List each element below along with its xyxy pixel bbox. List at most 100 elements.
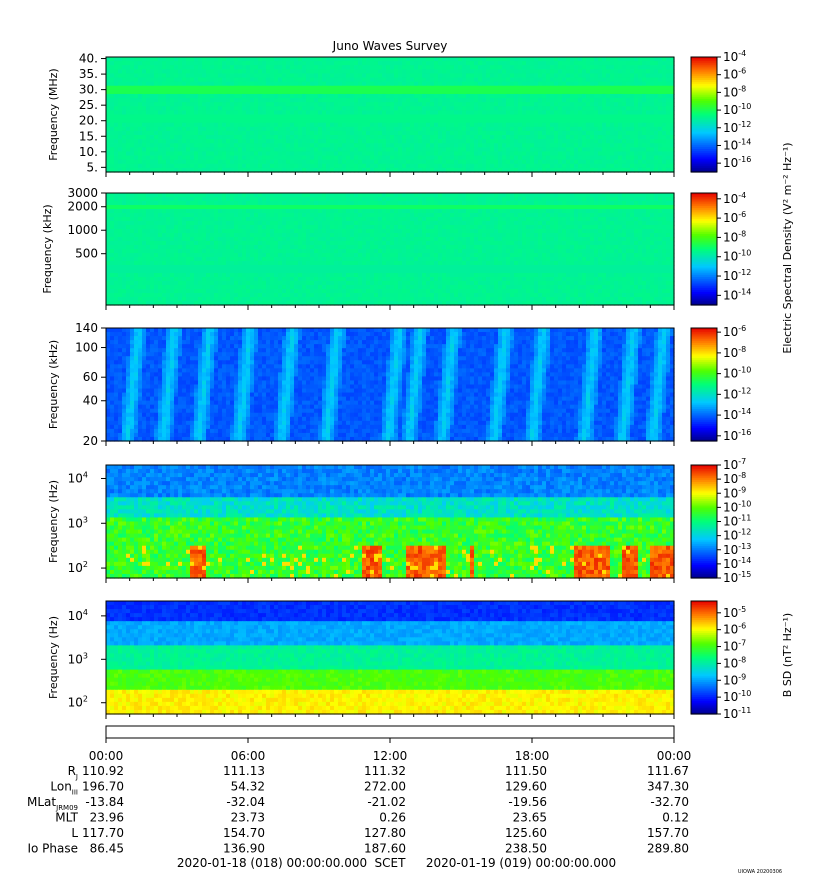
ephemeris-value: 272.00 <box>364 780 406 794</box>
colorbar-p1: 10-4 10-6 10-8 10-10 10-12 10-14 10-16 <box>690 49 751 173</box>
time-tick-label: 00:00 <box>657 749 692 763</box>
y-tick-label: 103 <box>68 651 88 666</box>
colorbar-tick-label: 10-14 <box>723 407 751 422</box>
y-tick-label: 30. <box>79 83 98 97</box>
ephemeris-value: 136.90 <box>223 842 265 856</box>
ephemeris-value: 111.50 <box>505 764 547 778</box>
ephemeris-value: 23.73 <box>231 811 265 825</box>
colorbar-tick-label: 10-14 <box>723 287 751 302</box>
ephemeris-value: 289.80 <box>647 842 689 856</box>
colorbar-tick-label: 10-8 <box>723 84 746 99</box>
time-tick-label: 18:00 <box>515 749 550 763</box>
y-tick-label: 10. <box>79 145 98 159</box>
colorbar-tick-label: 10-12 <box>723 268 751 283</box>
ephemeris-value: -19.56 <box>508 795 547 809</box>
ephemeris-label: MLT <box>55 811 78 825</box>
y-tick-label: 5. <box>87 160 98 174</box>
y-tick-label: 2000 <box>67 200 98 214</box>
start-time: 2020-01-18 (018) 00:00:00.000 <box>177 856 367 870</box>
colorbar-p5: 10-5 10-6 10-710-8 10-9 10-10 10-11 <box>690 600 751 721</box>
ephemeris-label: RJ <box>68 764 78 781</box>
colorbar-tick-label: 10-4 <box>723 191 746 206</box>
y-tick-label: 104 <box>68 608 88 623</box>
ephemeris-value: 86.45 <box>90 842 124 856</box>
colorbar-tick-label: 10-12 <box>723 528 751 543</box>
ephemeris-value: -32.70 <box>650 795 689 809</box>
colorbar-p2: 10-4 10-6 10-8 10-10 10-12 10-14 <box>690 191 751 306</box>
chart-title: Juno Waves Survey <box>332 39 448 53</box>
spectrogram-image <box>106 193 675 306</box>
ephemeris-value: 0.26 <box>379 811 406 825</box>
ephemeris-value: 125.60 <box>505 826 547 840</box>
y-axis-label: Frequency (MHz) <box>47 68 60 160</box>
panel-p3: 140 100 60 40 20 Frequency (kHz) 10-6 10-8 10-10… <box>47 321 751 448</box>
time-tick-label: 12:00 <box>373 749 408 763</box>
colorbar-tick-label: 10-12 <box>723 120 751 135</box>
y-tick-label: 20. <box>79 114 98 128</box>
ephemeris-table: RJ 110.92 111.13 111.32 111.50 111.67 LonIII 19… <box>27 764 689 856</box>
colorbar-tick-label: 10-14 <box>723 556 751 571</box>
colorbar-tick-label: 10-11 <box>723 706 751 721</box>
spectrogram-panels: 40.35. 30.25. 20.15. 10.5. Frequency (MHz) 10… <box>41 49 751 721</box>
y-tick-label: 35. <box>79 67 98 81</box>
y-tick-label: 40. <box>79 52 98 66</box>
y-tick-label: 3000 <box>67 186 98 200</box>
colorbar-tick-label: 10-14 <box>723 137 751 152</box>
spectrogram-image <box>106 465 675 579</box>
ephemeris-value: 154.70 <box>223 826 265 840</box>
spectrogram-image <box>106 57 675 173</box>
ephemeris-value: 127.80 <box>364 826 406 840</box>
y-tick-label: 100 <box>75 341 98 355</box>
y-tick-label: 500 <box>75 247 98 261</box>
ephemeris-value: 23.65 <box>513 811 547 825</box>
ephemeris-label: LonIII <box>50 780 78 797</box>
colorbar-tick-label: 10-7 <box>723 457 746 472</box>
magnetic-colorbar-title: B SD (nT² Hz⁻¹) <box>781 613 794 697</box>
ephemeris-value: 196.70 <box>82 780 124 794</box>
colorbar-tick-label: 10-8 <box>723 345 746 360</box>
ephemeris-value: -21.02 <box>367 795 406 809</box>
ephemeris-value: 117.70 <box>82 826 124 840</box>
time-tick-label: 00:00 <box>89 749 124 763</box>
ephemeris-value: -13.84 <box>85 795 124 809</box>
y-axis-label: Frequency (kHz) <box>41 204 54 293</box>
spectrogram-image <box>106 601 675 715</box>
y-tick-label: 15. <box>79 129 98 143</box>
ephemeris-value: 54.32 <box>231 780 265 794</box>
panel-p1: 40.35. 30.25. 20.15. 10.5. Frequency (MHz) 10… <box>47 49 751 177</box>
colorbar-tick-label: 10-8 <box>723 655 746 670</box>
scet-label: SCET <box>375 856 407 870</box>
time-axis-labels: 00:00 06:00 12:00 18:00 00:00 <box>89 738 692 763</box>
colorbar-tick-label: 10-16 <box>723 155 751 170</box>
colorbar-tick-label: 10-8 <box>723 229 746 244</box>
ephemeris-value: 111.67 <box>647 764 689 778</box>
panel-p4: 104 103 102 Frequency (Hz) 10-710-810-910-10… <box>47 457 751 585</box>
y-tick-label: 140 <box>75 321 98 335</box>
ephemeris-value: 187.60 <box>364 842 406 856</box>
ephemeris-value: -32.04 <box>226 795 265 809</box>
colorbar-tick-label: 10-4 <box>723 49 746 64</box>
colorbar-tick-label: 10-7 <box>723 639 746 654</box>
colorbar-tick-label: 10-10 <box>723 689 751 704</box>
y-tick-label: 40 <box>83 394 98 408</box>
y-tick-label: 1000 <box>67 223 98 237</box>
colorbar-tick-label: 10-5 <box>723 605 746 620</box>
colorbar-tick-label: 10-10 <box>723 499 751 514</box>
colorbar-tick-label: 10-6 <box>723 67 746 82</box>
colorbar-tick-label: 10-10 <box>723 102 751 117</box>
colorbar-tick-label: 10-6 <box>723 210 746 225</box>
y-tick-label: 25. <box>79 98 98 112</box>
y-axis-label: Frequency (Hz) <box>47 616 60 699</box>
y-tick-label: 102 <box>68 560 88 575</box>
colorbar-tick-label: 10-9 <box>723 485 746 500</box>
ephemeris-value: 347.30 <box>647 780 689 794</box>
y-tick-label: 102 <box>68 695 88 710</box>
ephemeris-value: 0.12 <box>662 811 689 825</box>
ephemeris-label: MLatJRM09 <box>27 795 78 812</box>
colorbar-tick-label: 10-10 <box>723 249 751 264</box>
colorbar-tick-label: 10-9 <box>723 672 746 687</box>
ephemeris-value: 110.92 <box>82 764 124 778</box>
